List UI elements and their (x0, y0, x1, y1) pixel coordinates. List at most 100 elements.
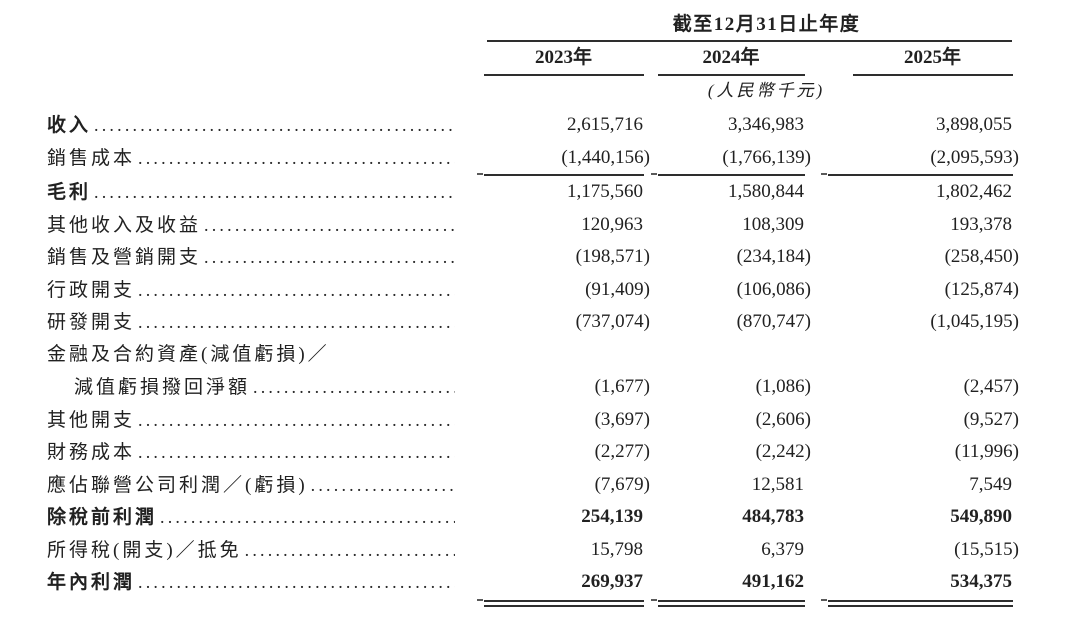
year-column-header-2025: 2025年 (903, 47, 961, 68)
value-2024: (1,086) (755, 376, 811, 397)
value-2023: 15,798 (590, 538, 643, 560)
dot-leader (201, 241, 455, 274)
value-2023 (455, 339, 643, 372)
year-rule-2023 (484, 74, 644, 76)
value-2025: 1,802,462 (936, 181, 1012, 202)
grand-total-rule-row (47, 598, 1013, 607)
table-row-selling-marketing-expenses: 銷售及營銷開支 (198,571) (234,184) (258,450) (47, 241, 1019, 274)
value-2025: 549,890 (950, 506, 1012, 527)
value-2023: (7,679) (594, 473, 650, 495)
grand-total-rule-2023 (477, 598, 644, 607)
row-label: 銷售及營銷開支 (47, 247, 202, 268)
year-column-header-2024: 2024年 (702, 47, 760, 68)
value-2025: (2,095,593) (930, 146, 1019, 168)
value-2023: (3,697) (594, 408, 650, 430)
value-2024: (870,747) (736, 311, 811, 332)
table-row-administrative-expenses: 行政開支 (91,409) (106,086) (125,874) (47, 274, 1019, 307)
row-label: 應佔聯營公司利潤／(虧損) (47, 474, 308, 496)
period-header: 截至12月31日止年度 (672, 14, 861, 35)
row-label: 其他開支 (47, 409, 136, 431)
value-2024: (1,766,139) (722, 146, 811, 168)
value-2024: (2,606) (755, 408, 811, 430)
value-2024: 491,162 (742, 571, 804, 592)
dot-leader (201, 209, 455, 242)
value-2025: (125,874) (944, 278, 1019, 300)
table-row-impairment-line1: 金融及合約資產(減值虧損)／ (47, 339, 1012, 372)
header-rule (487, 40, 1012, 42)
row-label: 行政開支 (47, 279, 136, 301)
value-2023: (737,074) (575, 311, 650, 332)
value-2025: 3,898,055 (936, 114, 1012, 135)
grand-total-rule-2025 (821, 598, 1013, 607)
value-2023: 1,175,560 (567, 181, 643, 202)
row-label: 減值虧損撥回淨額 (74, 377, 251, 398)
dot-leader (91, 176, 455, 209)
subtotal-rule-2023 (477, 173, 644, 176)
dot-leader (91, 109, 455, 142)
value-2023: (198,571) (575, 246, 650, 267)
row-label: 其他收入及收益 (47, 214, 202, 236)
value-2025: (258,450) (944, 246, 1019, 267)
row-label: 收入 (47, 115, 92, 136)
value-2023: 269,937 (581, 571, 643, 592)
grand-total-rule-2024 (651, 598, 805, 607)
row-label: 所得稅(開支)／抵免 (47, 539, 242, 561)
table-row-other-income: 其他收入及收益 120,963 108,309 193,378 (47, 209, 1012, 242)
table-row-revenue: 收入 2,615,716 3,346,983 3,898,055 (47, 109, 1012, 142)
currency-unit-note: (人民幣千元) (707, 81, 826, 100)
value-2025: (11,996) (954, 441, 1019, 462)
dot-leader (135, 274, 455, 307)
subtotal-rule-row (47, 173, 1013, 176)
value-2024: 108,309 (742, 213, 804, 235)
value-2025: (9,527) (963, 408, 1019, 430)
table-row-profit-for-the-year: 年內利潤 269,937 491,162 534,375 (47, 566, 1012, 599)
row-label: 研發開支 (47, 312, 136, 333)
subtotal-rule-2025 (821, 173, 1013, 176)
table-row-profit-before-tax: 除稅前利潤 254,139 484,783 549,890 (47, 501, 1012, 534)
value-2025: 7,549 (969, 473, 1012, 495)
dot-leader (135, 436, 455, 469)
table-row-cost-of-sales: 銷售成本 (1,440,156) (1,766,139) (2,095,593) (47, 142, 1019, 175)
value-2024: 12,581 (751, 473, 804, 495)
value-2023: 120,963 (581, 213, 643, 235)
dot-leader (242, 534, 455, 567)
value-2023: 254,139 (581, 506, 643, 527)
value-2024: (234,184) (736, 246, 811, 267)
value-2024: (106,086) (736, 278, 811, 300)
row-label: 財務成本 (47, 442, 136, 463)
income-statement-table: 截至12月31日止年度 2023年 2024年 2025年 (人民幣千元) 收入… (47, 10, 1019, 607)
value-2023: (2,277) (594, 441, 650, 462)
value-2025: (2,457) (963, 376, 1019, 397)
row-label: 毛利 (47, 182, 92, 203)
table-row-impairment-line2: 減值虧損撥回淨額 (1,677) (1,086) (2,457) (47, 371, 1019, 404)
value-2024: (2,242) (755, 441, 811, 462)
dot-leader (135, 306, 455, 339)
value-2025: 534,375 (950, 571, 1012, 592)
dot-leader (157, 501, 455, 534)
row-label: 金融及合約資產(減值虧損)／ (47, 343, 330, 365)
value-2024: 3,346,983 (728, 114, 804, 135)
dot-leader (135, 566, 455, 599)
table-row-gross-profit: 毛利 1,175,560 1,580,844 1,802,462 (47, 176, 1012, 209)
value-2025 (804, 339, 1012, 372)
value-2023: 2,615,716 (567, 114, 643, 135)
value-2023: (91,409) (585, 278, 650, 300)
year-rule-row (47, 74, 1013, 76)
table-row-other-expenses: 其他開支 (3,697) (2,606) (9,527) (47, 404, 1019, 437)
table-row-income-tax: 所得稅(開支)／抵免 15,798 6,379 (15,515) (47, 534, 1019, 567)
row-label: 銷售成本 (47, 147, 136, 169)
row-label: 年內利潤 (47, 572, 136, 593)
value-2023: (1,677) (594, 376, 650, 397)
value-2025: 193,378 (950, 213, 1012, 235)
table-row-rd-expenses: 研發開支 (737,074) (870,747) (1,045,195) (47, 306, 1019, 339)
table-row-share-of-associates: 應佔聯營公司利潤／(虧損) (7,679) 12,581 7,549 (47, 469, 1012, 502)
value-2024: 6,379 (761, 538, 804, 560)
row-label: 除稅前利潤 (47, 507, 158, 528)
value-2024: 1,580,844 (728, 181, 804, 202)
value-2024: 484,783 (742, 506, 804, 527)
dot-leader (308, 469, 455, 502)
year-rule-2025 (853, 74, 1013, 76)
year-rule-2024 (658, 74, 805, 76)
value-2023: (1,440,156) (561, 146, 650, 168)
